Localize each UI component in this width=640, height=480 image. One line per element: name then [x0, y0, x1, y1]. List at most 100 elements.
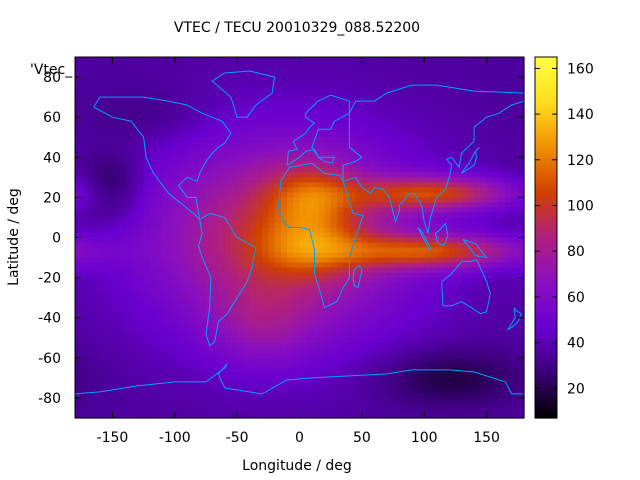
heatmap-cell — [280, 212, 288, 219]
heatmap-cell — [193, 82, 201, 88]
heatmap-cell — [399, 327, 407, 334]
heatmap-cell — [467, 182, 475, 188]
heatmap-cell — [81, 287, 89, 294]
heatmap-cell — [268, 342, 276, 349]
heatmap-cell — [492, 392, 500, 399]
heatmap-cell — [81, 207, 89, 214]
heatmap-cell — [505, 282, 513, 289]
heatmap-cell — [187, 117, 195, 123]
heatmap-cell — [424, 172, 432, 178]
heatmap-cell — [99, 57, 107, 63]
heatmap-cell — [318, 307, 326, 314]
heatmap-cell — [449, 177, 457, 183]
heatmap-cell — [324, 382, 332, 389]
heatmap-cell — [75, 212, 82, 219]
heatmap-cell — [474, 337, 481, 344]
heatmap-cell — [480, 107, 488, 113]
heatmap-cell — [118, 62, 126, 68]
heatmap-cell — [386, 322, 394, 329]
heatmap-cell — [262, 292, 269, 299]
heatmap-cell — [243, 217, 251, 224]
heatmap-cell — [324, 277, 332, 284]
heatmap-cell — [106, 247, 114, 254]
heatmap-cell — [118, 92, 126, 98]
heatmap-cell — [499, 327, 506, 334]
heatmap-cell — [118, 82, 126, 88]
heatmap-cell — [355, 172, 363, 178]
heatmap-cell — [112, 217, 120, 224]
heatmap-cell — [492, 127, 500, 133]
heatmap-cell — [393, 102, 400, 108]
heatmap-cell — [411, 262, 419, 269]
heatmap-cell — [280, 207, 288, 214]
heatmap-cell — [461, 227, 469, 234]
heatmap-cell — [112, 402, 120, 409]
heatmap-cell — [442, 342, 450, 349]
heatmap-cell — [280, 392, 288, 399]
heatmap-cell — [149, 182, 157, 188]
heatmap-cell — [106, 297, 114, 304]
heatmap-cell — [143, 337, 151, 344]
heatmap-cell — [193, 157, 201, 163]
heatmap-cell — [187, 97, 195, 103]
heatmap-cell — [505, 92, 513, 98]
heatmap-cell — [299, 272, 307, 279]
heatmap-cell — [274, 267, 282, 274]
heatmap-cell — [243, 277, 251, 284]
heatmap-cell — [131, 247, 138, 254]
heatmap-cell — [405, 322, 413, 329]
heatmap-cell — [212, 312, 220, 319]
heatmap-cell — [218, 372, 226, 379]
heatmap-cell — [137, 377, 145, 384]
heatmap-cell — [467, 67, 475, 73]
heatmap-cell — [249, 122, 257, 128]
heatmap-cell — [430, 262, 438, 269]
heatmap-cell — [87, 92, 95, 98]
heatmap-cell — [405, 242, 413, 249]
heatmap-cell — [343, 352, 350, 359]
heatmap-cell — [368, 262, 375, 269]
heatmap-cell — [336, 382, 344, 389]
heatmap-cell — [75, 137, 82, 143]
heatmap-cell — [424, 182, 432, 188]
heatmap-cell — [255, 257, 263, 264]
heatmap-cell — [87, 267, 95, 274]
heatmap-cell — [205, 267, 213, 274]
heatmap-cell — [131, 352, 138, 359]
heatmap-cell — [336, 112, 344, 118]
heatmap-cell — [324, 272, 332, 279]
heatmap-cell — [511, 107, 519, 113]
heatmap-cell — [374, 297, 382, 304]
heatmap-cell — [430, 277, 438, 284]
heatmap-cell — [237, 152, 244, 158]
heatmap-cell — [442, 332, 450, 339]
heatmap-cell — [99, 237, 107, 244]
heatmap-cell — [361, 162, 369, 168]
heatmap-cell — [137, 267, 145, 274]
heatmap-cell — [343, 217, 350, 224]
heatmap-cell — [181, 292, 188, 299]
heatmap-cell — [162, 137, 170, 143]
heatmap-cell — [436, 117, 444, 123]
heatmap-cell — [380, 327, 388, 334]
heatmap-cell — [436, 147, 444, 153]
heatmap-cell — [143, 252, 151, 259]
heatmap-cell — [517, 142, 525, 148]
heatmap-cell — [131, 107, 138, 113]
heatmap-cell — [355, 322, 363, 329]
heatmap-cell — [268, 167, 276, 173]
heatmap-cell — [224, 242, 232, 249]
heatmap-cell — [87, 82, 95, 88]
heatmap-cell — [93, 342, 101, 349]
heatmap-cell — [218, 217, 226, 224]
heatmap-cell — [505, 187, 513, 193]
heatmap-cell — [131, 157, 138, 163]
heatmap-cell — [162, 302, 170, 309]
heatmap-cell — [137, 237, 145, 244]
heatmap-cell — [343, 382, 350, 389]
heatmap-cell — [318, 247, 326, 254]
heatmap-cell — [87, 277, 95, 284]
heatmap-cell — [393, 297, 400, 304]
heatmap-cell — [131, 232, 138, 239]
heatmap-cell — [355, 177, 363, 183]
